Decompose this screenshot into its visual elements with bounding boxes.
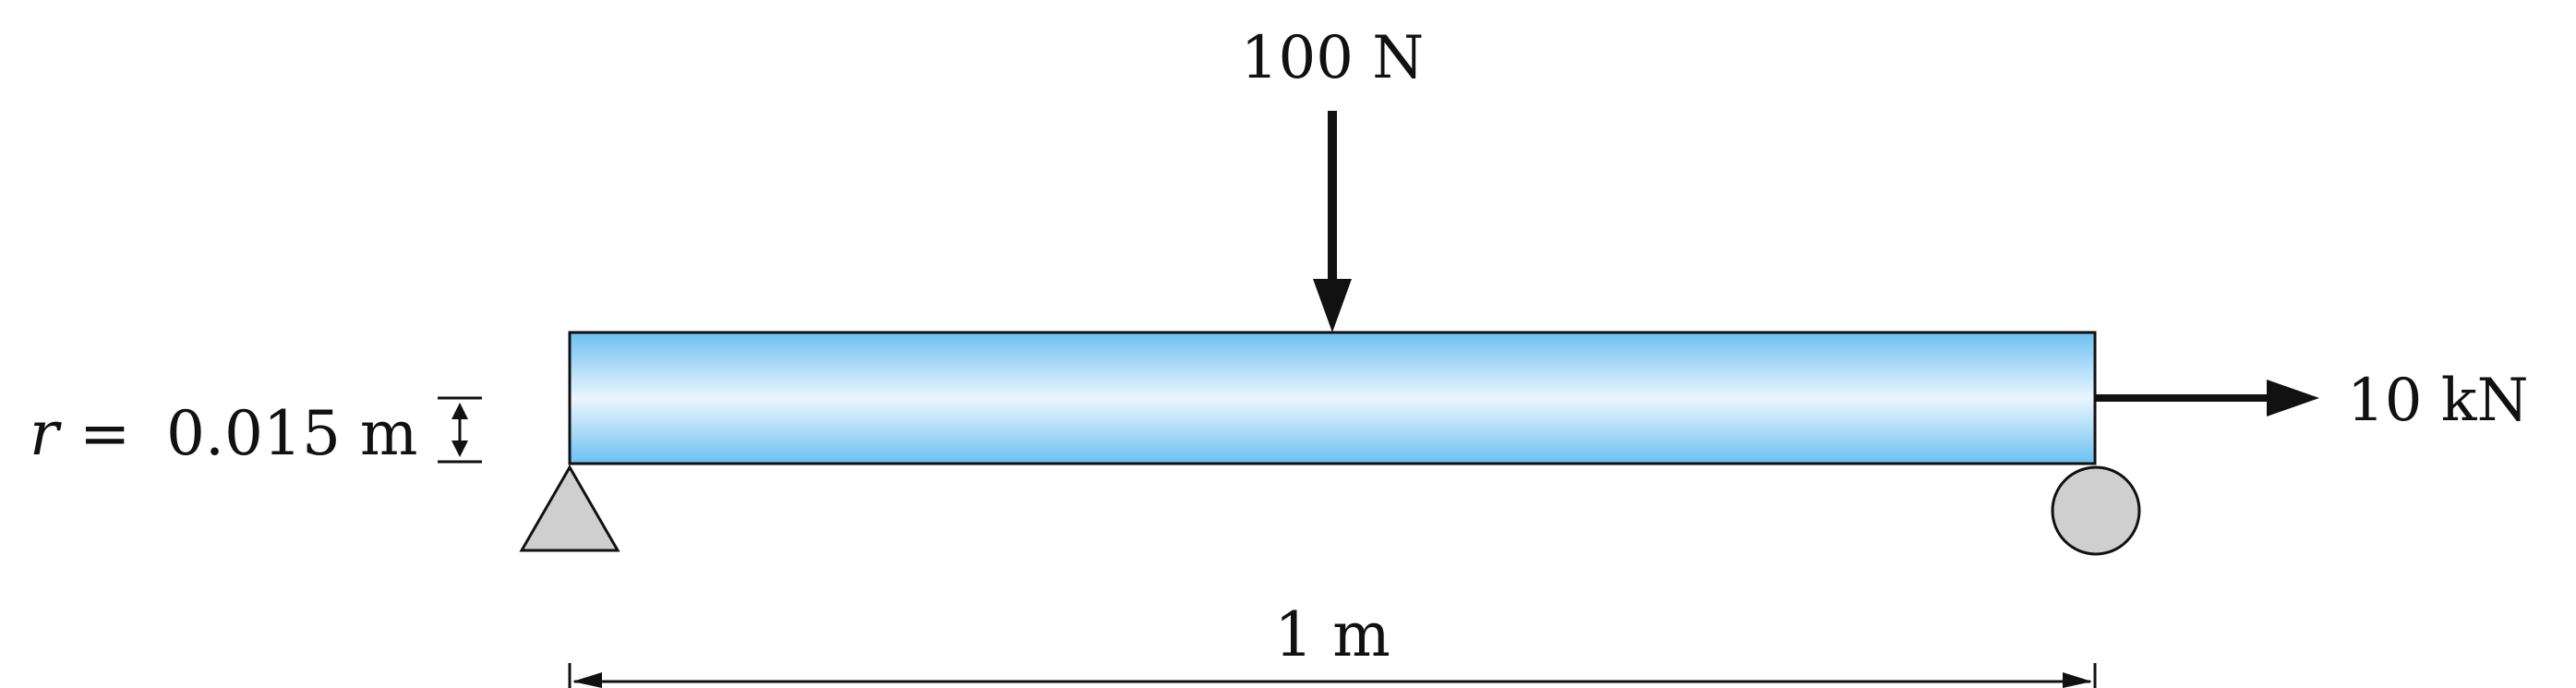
radius-symbol: r [30, 398, 62, 469]
beam [568, 331, 2097, 465]
axial-load-arrow-head [2267, 380, 2319, 416]
point-load-arrow-head [1313, 279, 1352, 332]
span-dimension: 1 m [568, 599, 2097, 688]
radius-equals: = [79, 398, 130, 469]
roller-support-circle [2051, 465, 2141, 556]
point-load: 100 N [1241, 24, 1425, 332]
point-load-label: 100 N [1241, 24, 1425, 92]
axial-load: 10 kN [2096, 367, 2529, 435]
span-arrow-right [2063, 672, 2092, 688]
radius-dimension-marker [438, 396, 482, 464]
span-label: 1 m [1274, 599, 1390, 670]
radius-annotation: r = 0.015 m [30, 396, 482, 469]
span-arrow-left [572, 672, 602, 688]
radius-value: 0.015 m [166, 398, 418, 469]
axial-load-label: 10 kN [2347, 367, 2529, 435]
pin-support-triangle [519, 465, 620, 552]
